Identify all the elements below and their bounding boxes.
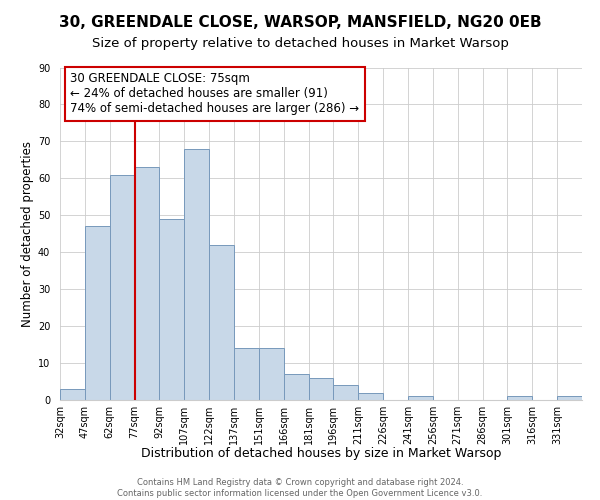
- Bar: [358, 392, 383, 400]
- Bar: [134, 167, 160, 400]
- Text: Contains HM Land Registry data © Crown copyright and database right 2024.
Contai: Contains HM Land Registry data © Crown c…: [118, 478, 482, 498]
- Text: Size of property relative to detached houses in Market Warsop: Size of property relative to detached ho…: [92, 38, 508, 51]
- Bar: [557, 396, 582, 400]
- Bar: [160, 219, 184, 400]
- Bar: [184, 149, 209, 400]
- Bar: [209, 245, 234, 400]
- Text: 30 GREENDALE CLOSE: 75sqm
← 24% of detached houses are smaller (91)
74% of semi-: 30 GREENDALE CLOSE: 75sqm ← 24% of detac…: [70, 72, 359, 116]
- Bar: [234, 348, 259, 400]
- Y-axis label: Number of detached properties: Number of detached properties: [21, 141, 34, 327]
- Bar: [110, 174, 134, 400]
- Bar: [408, 396, 433, 400]
- Bar: [308, 378, 334, 400]
- Bar: [284, 374, 308, 400]
- Text: 30, GREENDALE CLOSE, WARSOP, MANSFIELD, NG20 0EB: 30, GREENDALE CLOSE, WARSOP, MANSFIELD, …: [59, 15, 541, 30]
- Bar: [60, 389, 85, 400]
- Bar: [85, 226, 110, 400]
- Bar: [259, 348, 284, 400]
- X-axis label: Distribution of detached houses by size in Market Warsop: Distribution of detached houses by size …: [141, 447, 501, 460]
- Bar: [508, 396, 532, 400]
- Bar: [334, 385, 358, 400]
